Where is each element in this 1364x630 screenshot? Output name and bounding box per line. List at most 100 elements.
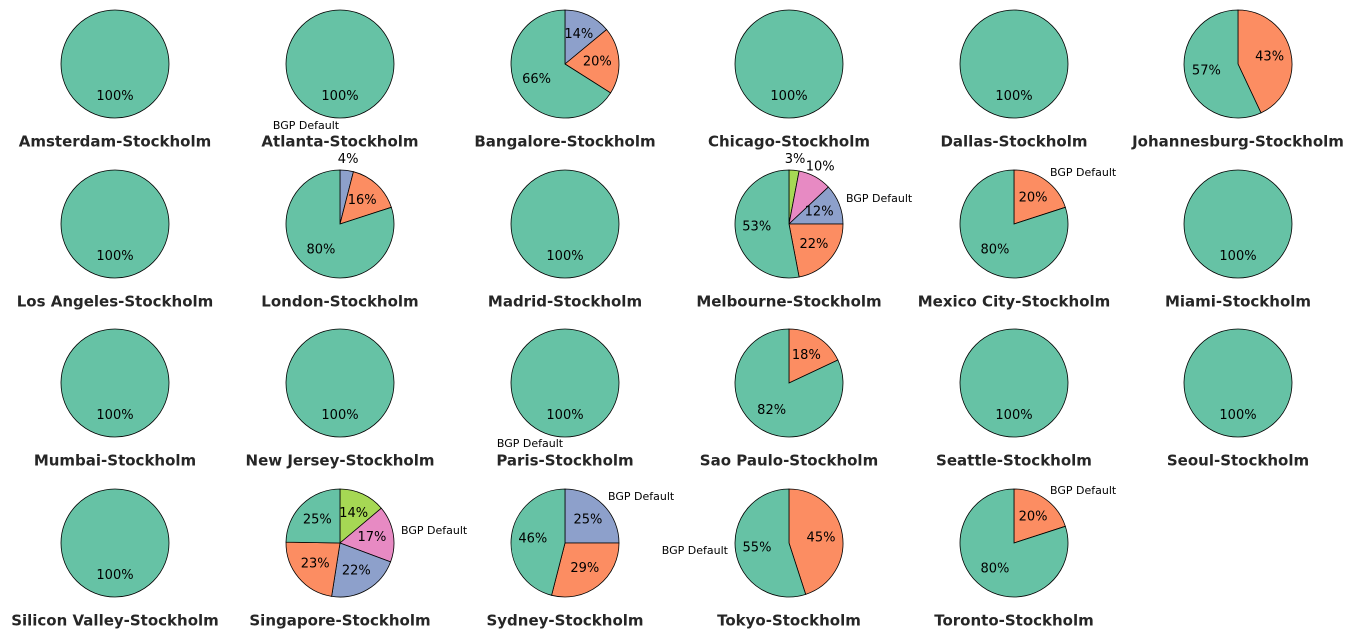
- pie-slice: [60, 488, 170, 598]
- slice-label: 14%: [564, 27, 593, 42]
- pie-slice: [1183, 328, 1293, 438]
- pie-slice: [285, 9, 395, 119]
- pie-slice: [1237, 9, 1293, 114]
- pie-slice: [734, 328, 844, 438]
- pie-slice: [60, 169, 170, 279]
- pie-title: Paris-Stockholm: [496, 452, 633, 470]
- slice-label: 46%: [518, 531, 547, 546]
- slice-label: 45%: [807, 530, 836, 545]
- pie-slice: [959, 9, 1069, 119]
- slice-label: 82%: [757, 403, 786, 418]
- slice-label: 100%: [321, 408, 358, 423]
- slice-label: 25%: [573, 513, 602, 528]
- pie-slice: [734, 169, 800, 279]
- annotation: BGP Default: [608, 490, 675, 503]
- slice-label: 29%: [570, 561, 599, 576]
- pie-slice: [510, 9, 612, 119]
- slice-label: 100%: [96, 408, 133, 423]
- pie-title: Madrid-Stockholm: [488, 293, 642, 311]
- pie-title: Johannesburg-Stockholm: [1131, 133, 1344, 151]
- pie-slice: [510, 328, 620, 438]
- slice-label: 66%: [522, 72, 551, 87]
- slice-label: 22%: [342, 563, 371, 578]
- slice-label: 100%: [995, 89, 1032, 104]
- slice-label: 80%: [981, 562, 1010, 577]
- pie-title: Melbourne-Stockholm: [696, 293, 881, 311]
- slice-label: 80%: [981, 243, 1010, 258]
- slice-label: 4%: [338, 152, 359, 167]
- slice-label: 100%: [1219, 249, 1256, 264]
- annotation: BGP Default: [662, 544, 729, 557]
- pie-slice: [60, 328, 170, 438]
- pie-slice: [285, 488, 341, 544]
- pie-slice: [285, 541, 341, 597]
- pie-slice: [551, 542, 620, 598]
- slice-label: 100%: [96, 249, 133, 264]
- pie-title: Toronto-Stockholm: [934, 612, 1094, 630]
- annotation: BGP Default: [401, 524, 468, 537]
- pie-slice: [339, 171, 392, 225]
- pie-title: Tokyo-Stockholm: [717, 612, 861, 630]
- slice-label: 14%: [339, 506, 368, 521]
- pie-slice: [788, 488, 844, 595]
- pie-title: Sao Paulo-Stockholm: [700, 452, 878, 470]
- pie-title: Singapore-Stockholm: [249, 612, 430, 630]
- pie-title: Sydney-Stockholm: [486, 612, 643, 630]
- slice-label: 20%: [583, 54, 612, 69]
- slice-label: 100%: [321, 89, 358, 104]
- slice-label: 100%: [96, 568, 133, 583]
- pie-title: Mexico City-Stockholm: [918, 293, 1111, 311]
- pie-title: London-Stockholm: [261, 293, 418, 311]
- slice-label: 23%: [301, 556, 330, 571]
- pie-slice: [510, 169, 620, 279]
- annotation: BGP Default: [1050, 484, 1117, 497]
- slice-label: 10%: [806, 160, 835, 175]
- pie-slice: [60, 9, 170, 119]
- annotation: BGP Default: [1050, 166, 1117, 179]
- pie-title: Miami-Stockholm: [1165, 293, 1311, 311]
- pie-slice: [285, 328, 395, 438]
- pie-title: New Jersey-Stockholm: [246, 452, 435, 470]
- pie-slice: [959, 488, 1069, 598]
- pie-title: Dallas-Stockholm: [940, 133, 1087, 151]
- slice-label: 20%: [1019, 509, 1048, 524]
- pie-slice: [285, 169, 395, 279]
- pie-title: Seattle-Stockholm: [936, 452, 1092, 470]
- pie-slice: [564, 29, 620, 94]
- slice-label: 80%: [307, 243, 336, 258]
- pie-slice: [331, 542, 392, 598]
- slice-label: 100%: [995, 408, 1032, 423]
- pie-title: Mumbai-Stockholm: [34, 452, 196, 470]
- slice-label: 12%: [805, 205, 834, 220]
- slice-label: 18%: [792, 348, 821, 363]
- pie-slice: [959, 169, 1069, 279]
- slice-label: 25%: [303, 512, 332, 527]
- slice-label: 57%: [1192, 64, 1221, 79]
- pie-slice: [734, 488, 807, 598]
- slice-label: 43%: [1255, 49, 1284, 64]
- pie-slice: [1013, 488, 1066, 544]
- slice-label: 17%: [357, 530, 386, 545]
- pie-slice: [1183, 9, 1262, 119]
- pie-slice: [1183, 169, 1293, 279]
- slice-label: 100%: [546, 249, 583, 264]
- annotation: BGP Default: [846, 192, 913, 205]
- pie-title: Silicon Valley-Stockholm: [11, 612, 219, 630]
- slice-label: 3%: [785, 152, 806, 167]
- pie-slice: [788, 223, 844, 278]
- slice-label: 100%: [1219, 408, 1256, 423]
- pie-slice: [1013, 169, 1066, 225]
- slice-label: 100%: [546, 408, 583, 423]
- pie-slice: [959, 328, 1069, 438]
- pie-title: Atlanta-Stockholm: [261, 133, 418, 151]
- slice-label: 100%: [770, 89, 807, 104]
- pie-title: Seoul-Stockholm: [1167, 452, 1309, 470]
- pie-slice: [734, 9, 844, 119]
- slice-label: 53%: [742, 220, 771, 235]
- slice-label: 20%: [1019, 190, 1048, 205]
- slice-label: 55%: [743, 541, 772, 556]
- pie-title: Bangalore-Stockholm: [474, 133, 655, 151]
- pie-title: Amsterdam-Stockholm: [19, 133, 212, 151]
- annotation: BGP Default: [497, 437, 564, 450]
